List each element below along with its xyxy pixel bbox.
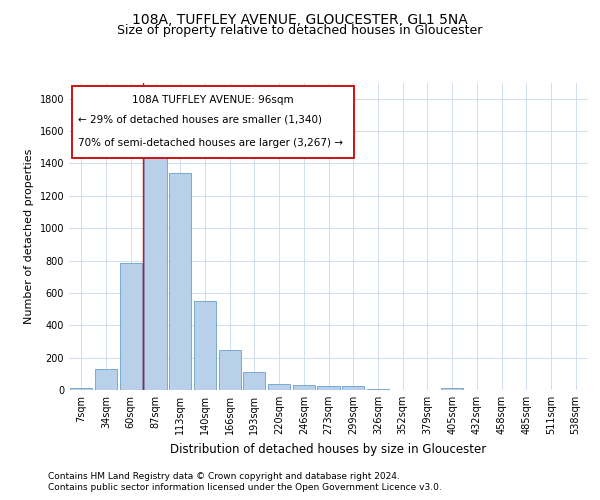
Bar bbox=[70, 388, 92, 390]
Bar bbox=[243, 372, 265, 390]
Bar bbox=[95, 369, 117, 390]
Text: Contains HM Land Registry data © Crown copyright and database right 2024.: Contains HM Land Registry data © Crown c… bbox=[48, 472, 400, 481]
Text: Contains public sector information licensed under the Open Government Licence v3: Contains public sector information licen… bbox=[48, 484, 442, 492]
Text: ← 29% of detached houses are smaller (1,340): ← 29% of detached houses are smaller (1,… bbox=[78, 115, 322, 125]
FancyBboxPatch shape bbox=[71, 86, 355, 158]
X-axis label: Distribution of detached houses by size in Gloucester: Distribution of detached houses by size … bbox=[170, 442, 487, 456]
Bar bbox=[145, 157, 167, 390]
Text: 108A TUFFLEY AVENUE: 96sqm: 108A TUFFLEY AVENUE: 96sqm bbox=[132, 94, 294, 104]
Bar bbox=[194, 301, 216, 390]
Y-axis label: Number of detached properties: Number of detached properties bbox=[24, 148, 34, 324]
Bar bbox=[119, 263, 142, 390]
Bar bbox=[169, 173, 191, 390]
Bar bbox=[317, 386, 340, 390]
Text: 108A, TUFFLEY AVENUE, GLOUCESTER, GL1 5NA: 108A, TUFFLEY AVENUE, GLOUCESTER, GL1 5N… bbox=[132, 12, 468, 26]
Bar bbox=[293, 385, 315, 390]
Bar bbox=[218, 350, 241, 390]
Text: Size of property relative to detached houses in Gloucester: Size of property relative to detached ho… bbox=[118, 24, 482, 37]
Bar bbox=[342, 386, 364, 390]
Bar bbox=[367, 389, 389, 390]
Text: 70% of semi-detached houses are larger (3,267) →: 70% of semi-detached houses are larger (… bbox=[78, 138, 343, 147]
Bar bbox=[268, 384, 290, 390]
Bar bbox=[441, 388, 463, 390]
